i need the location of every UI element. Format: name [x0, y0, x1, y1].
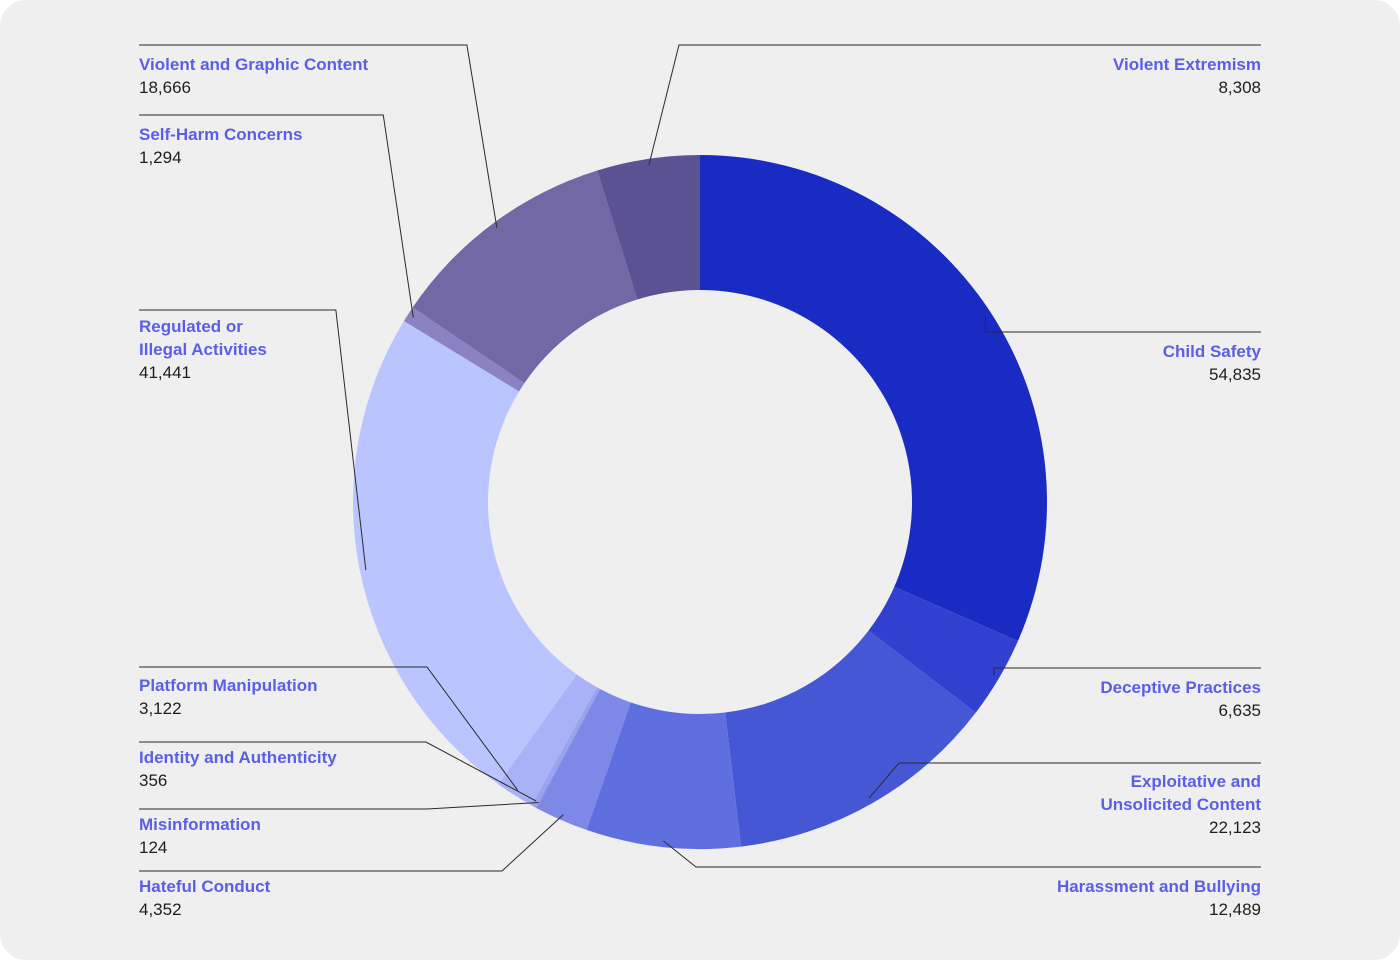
leader-line-deceptive-practices — [993, 667, 1261, 676]
leader-line-platform-manipulation — [139, 666, 519, 791]
slice-hateful-conduct — [536, 689, 631, 830]
slice-label: Child Safety — [1163, 342, 1262, 361]
leader-line-exploitative-and-unsolicited-content — [868, 762, 1261, 799]
slice-label: Self-Harm Concerns — [139, 125, 302, 144]
slice-platform-manipulation — [498, 674, 597, 806]
slice-value: 22,123 — [1209, 818, 1261, 837]
slice-label: Unsolicited Content — [1100, 795, 1261, 814]
slice-value: 3,122 — [139, 699, 182, 718]
leader-lines — [139, 44, 1261, 872]
slice-label: Harassment and Bullying — [1057, 877, 1261, 896]
slice-value: 124 — [139, 838, 167, 857]
slice-harassment-and-bullying — [586, 702, 742, 849]
slice-child-safety — [700, 155, 1047, 642]
slice-label: Violent and Graphic Content — [139, 55, 369, 74]
slice-value: 6,635 — [1218, 701, 1261, 720]
leader-line-violent-and-graphic-content — [139, 44, 498, 229]
slice-label: Identity and Authenticity — [139, 748, 337, 767]
slice-value: 4,352 — [139, 900, 182, 919]
slice-value: 54,835 — [1209, 365, 1261, 384]
slice-label: Illegal Activities — [139, 340, 267, 359]
slice-value: 8,308 — [1218, 78, 1261, 97]
slice-identity-and-authenticity — [531, 687, 600, 808]
leader-line-harassment-and-bullying — [663, 840, 1261, 868]
leader-line-identity-and-authenticity — [139, 741, 537, 802]
slice-violent-and-graphic-content — [412, 170, 638, 384]
leader-line-self-harm-concerns — [139, 114, 414, 318]
leader-line-misinformation — [139, 801, 539, 810]
slice-label: Misinformation — [139, 815, 261, 834]
slice-violent-extremism — [597, 155, 700, 300]
slice-value: 41,441 — [139, 363, 191, 382]
slice-exploitative-and-unsolicited-content — [725, 630, 976, 847]
slice-label: Violent Extremism — [1113, 55, 1261, 74]
slice-label: Regulated or — [139, 317, 243, 336]
slice-value: 356 — [139, 771, 167, 790]
slice-value: 18,666 — [139, 78, 191, 97]
slice-label: Platform Manipulation — [139, 676, 318, 695]
slice-misinformation — [535, 688, 601, 809]
slice-value: 1,294 — [139, 148, 182, 167]
leader-line-violent-extremism — [648, 44, 1261, 165]
slice-deceptive-practices — [868, 586, 1018, 713]
slice-label: Deceptive Practices — [1100, 678, 1261, 697]
slice-regulated-or-illegal-activities — [353, 321, 577, 785]
slice-labels: Child Safety 54,835 Deceptive Practices 6,6… — [139, 55, 1262, 919]
leader-line-regulated-or-illegal-activities — [139, 309, 367, 571]
slice-value: 12,489 — [1209, 900, 1261, 919]
leader-line-child-safety — [984, 315, 1261, 333]
slice-self-harm-concerns — [403, 307, 525, 392]
slice-label: Hateful Conduct — [139, 877, 271, 896]
leader-line-hateful-conduct — [139, 814, 564, 872]
slice-label: Exploitative and — [1131, 772, 1261, 791]
donut-slices — [353, 155, 1047, 849]
